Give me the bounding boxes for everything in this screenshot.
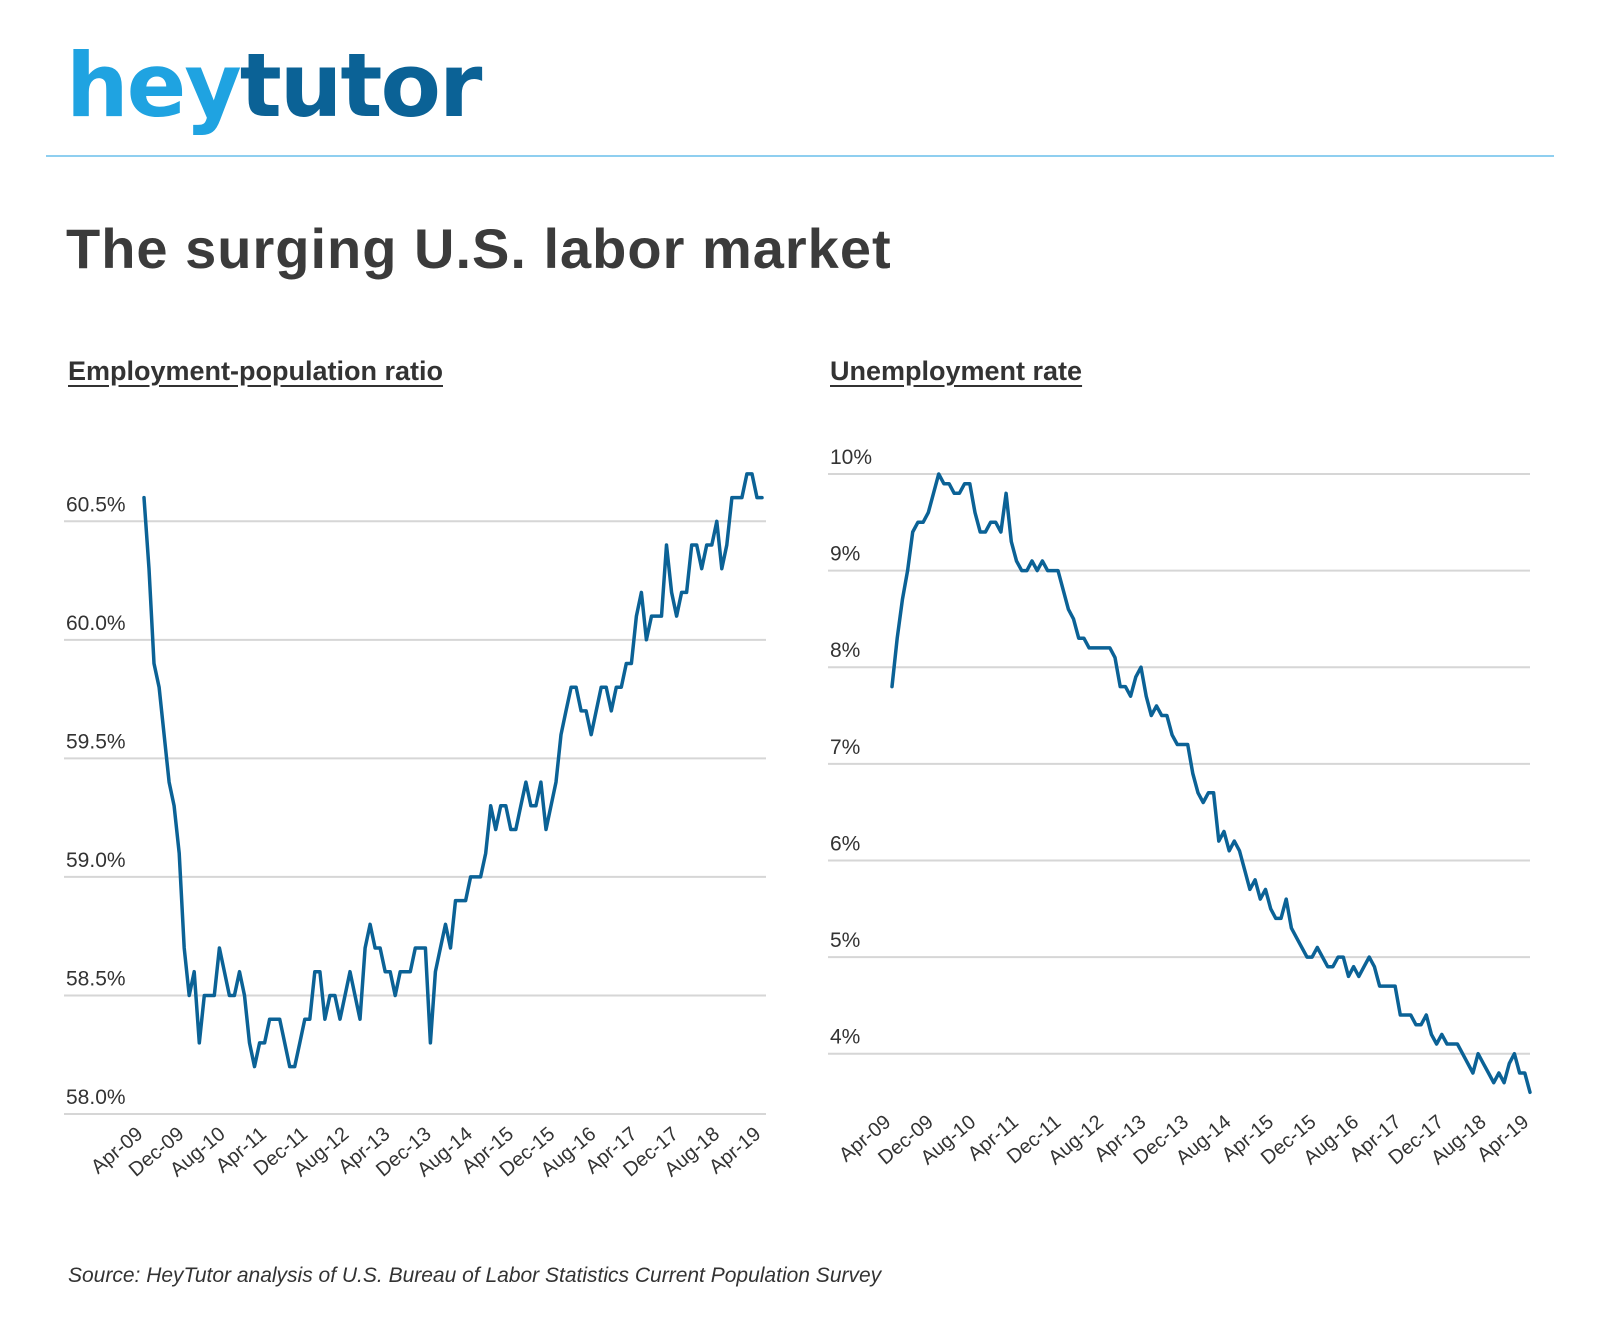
y-tick-label: 10% — [830, 446, 872, 469]
y-tick-label: 7% — [830, 736, 860, 759]
y-tick-label: 8% — [830, 639, 860, 662]
y-tick-label: 6% — [830, 832, 860, 855]
source-note: Source: HeyTutor analysis of U.S. Bureau… — [68, 1264, 881, 1288]
y-tick-label: 5% — [830, 929, 860, 952]
y-tick-label: 9% — [830, 543, 860, 566]
series-line — [892, 474, 1530, 1092]
y-tick-label: 4% — [830, 1026, 860, 1049]
